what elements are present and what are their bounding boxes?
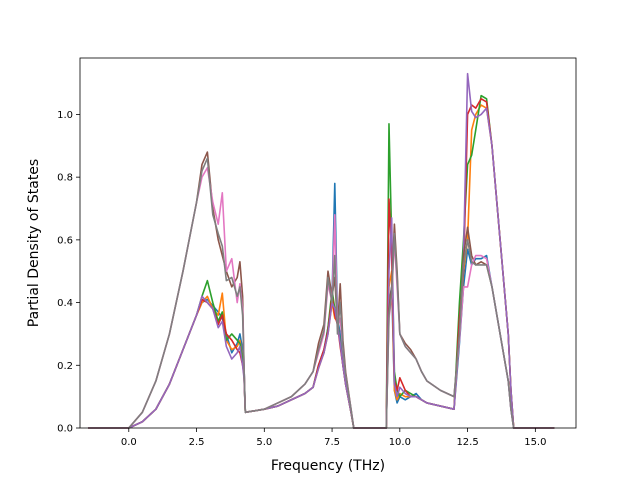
x-tick-label: 7.5: [324, 437, 340, 448]
x-axis-ticks: 0.0 2.5 5.0 7.5 10.0 12.5 15.0: [121, 428, 546, 448]
x-tick-label: 0.0: [121, 437, 137, 448]
series-line-8: [88, 157, 555, 429]
y-tick-label: 0.2: [57, 361, 73, 372]
y-axis-label: Partial Density of States: [26, 159, 42, 327]
x-tick-label: 5.0: [256, 437, 272, 448]
x-tick-label: 2.5: [189, 437, 205, 448]
x-tick-label: 12.5: [456, 437, 478, 448]
x-axis-label: Frequency (THz): [271, 458, 385, 474]
y-tick-label: 0.8: [57, 173, 73, 184]
series-line-5: [88, 72, 555, 429]
x-tick-label: 10.0: [389, 437, 411, 448]
plot-lines: [88, 72, 555, 429]
y-tick-label: 0.4: [57, 298, 73, 309]
y-tick-label: 0.6: [57, 235, 73, 246]
y-axis-ticks: 0.0 0.2 0.4 0.6 0.8 1.0: [57, 110, 80, 435]
y-tick-label: 1.0: [57, 110, 73, 121]
x-tick-label: 15.0: [524, 437, 546, 448]
y-tick-label: 0.0: [57, 424, 73, 435]
plot-area-frame: [79, 57, 577, 429]
